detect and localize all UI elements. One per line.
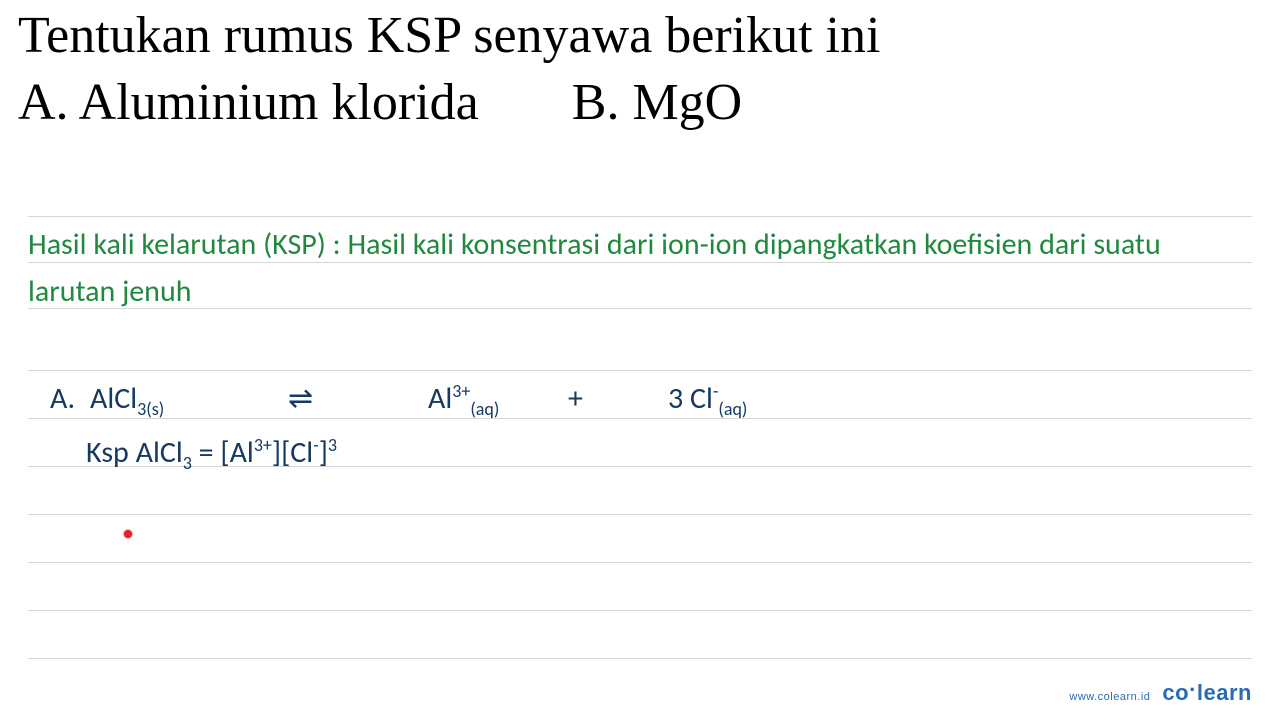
question-title: Tentukan rumus KSP senyawa berikut ini A… [18,5,1262,134]
rule-line [28,370,1252,371]
laser-pointer-icon [124,530,132,538]
rule-line [28,514,1252,515]
eq-product-1: Al3+(aq) [428,380,499,420]
worked-solution: A. AlCl3(s) ⇌ Al3+(aq) + 3 Cl-(aq) Ksp A… [28,380,1252,474]
brand-suffix: learn [1197,680,1252,705]
option-a-label: A. Aluminium klorida [18,72,479,133]
eq-plus: + [568,380,583,417]
rule-line [28,658,1252,659]
eq-product-2: 3 Cl-(aq) [668,380,747,420]
rule-line [28,610,1252,611]
brand-prefix: co [1162,680,1189,705]
footer-url: www.colearn.id [1069,691,1150,703]
ksp-expression: Ksp AlCl3 = [Al3+][Cl-]3 [86,434,1280,474]
rule-line [28,216,1252,217]
option-b-label: B. MgO [572,72,742,133]
rule-line [28,562,1252,563]
equilibrium-arrow-icon: ⇌ [288,380,313,417]
notes-area: Hasil kali kelarutan (KSP) : Hasil kali … [0,200,1280,720]
dissociation-equation: A. AlCl3(s) ⇌ Al3+(aq) + 3 Cl-(aq) [28,380,1252,426]
brand-logo: co·learn [1162,680,1252,706]
ksp-definition: Hasil kali kelarutan (KSP) : Hasil kali … [28,222,1252,315]
brand-dot-icon: · [1189,677,1197,703]
title-line-2: A. Aluminium klorida B. MgO [18,72,1262,133]
title-line-1: Tentukan rumus KSP senyawa berikut ini [18,5,1262,66]
eq-label: A. [50,380,75,417]
footer: www.colearn.id co·learn [1069,680,1252,706]
eq-reactant: AlCl3(s) [90,380,164,420]
